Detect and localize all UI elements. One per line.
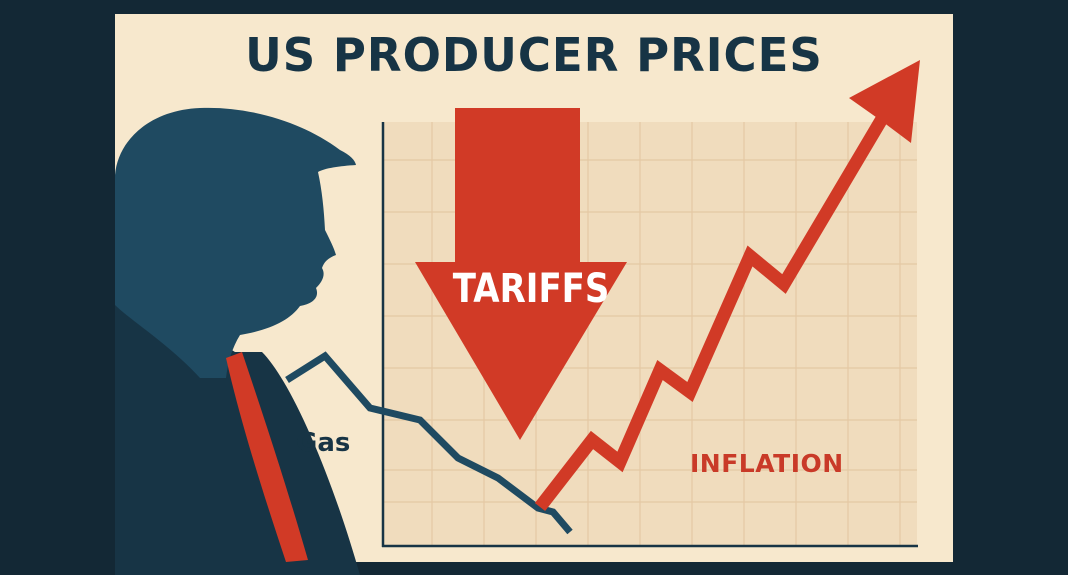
suit-shape — [115, 298, 360, 575]
tariffs-label: TARIFFS — [452, 266, 610, 312]
inflation-line — [534, 108, 892, 511]
head-shape — [115, 107, 356, 378]
gas-line — [285, 351, 573, 535]
up-arrowhead — [849, 60, 920, 143]
red-tie — [226, 352, 308, 562]
inflation-label: INFLATION — [690, 449, 844, 478]
gas-label: Gas — [296, 428, 351, 458]
down-arrow-shape — [415, 108, 627, 440]
chart-grid — [383, 122, 917, 546]
poster-title: US PRODUCER PRICES — [245, 28, 823, 82]
man-profile-silhouette — [115, 107, 360, 575]
chart-axes — [381, 122, 918, 548]
